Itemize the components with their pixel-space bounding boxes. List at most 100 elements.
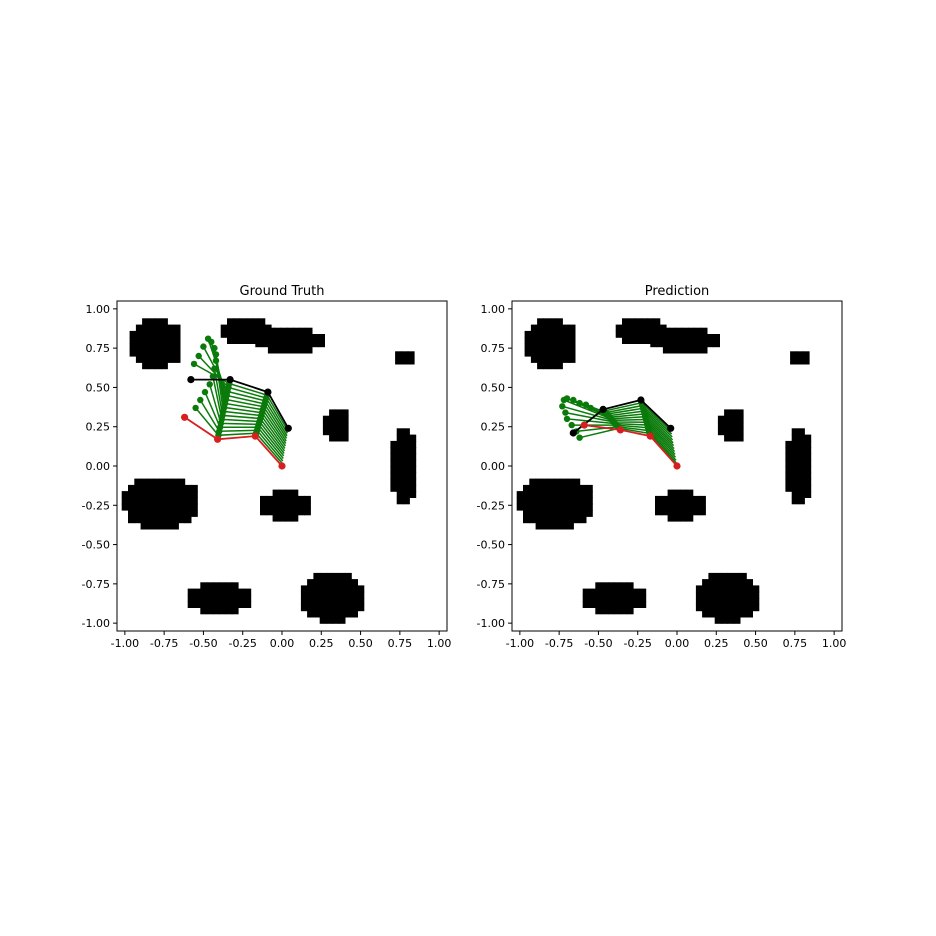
obstacle-cell	[153, 510, 160, 517]
obstacle-cell	[307, 604, 314, 612]
obstacle-cell	[524, 349, 532, 357]
obstacle-cell	[692, 508, 700, 516]
obstacle-cell	[700, 334, 708, 341]
obstacle-cell	[206, 607, 214, 615]
obstacle-cell	[688, 327, 695, 335]
obstacle-cell	[233, 337, 241, 344]
obstacle-cell	[736, 415, 744, 423]
obstacle-cell	[293, 334, 300, 341]
obstacle-cell	[140, 478, 148, 486]
obstacle-cell	[675, 346, 683, 354]
obstacle-cell	[300, 591, 308, 599]
start-joint	[214, 435, 222, 443]
obstacle-cell	[244, 601, 252, 608]
x-tick-label: 0.50	[348, 637, 373, 650]
obstacle-cell	[607, 588, 615, 596]
obstacle-cell	[172, 497, 179, 505]
obstacle-cell	[351, 604, 358, 612]
obstacle-cell	[351, 591, 358, 599]
obstacle-cell	[128, 497, 135, 505]
obstacle-cell	[708, 591, 716, 599]
obstacle-cell	[326, 604, 333, 612]
obstacle-cell	[190, 503, 198, 511]
obstacle-cell	[530, 330, 538, 338]
obstacle-cell	[548, 484, 555, 492]
obstacle-cell	[798, 434, 805, 442]
obstacle-cell	[165, 510, 173, 517]
obstacle-cell	[135, 343, 143, 351]
obstacle-cell	[662, 346, 670, 354]
obstacle-cell	[798, 472, 805, 480]
obstacle-cell	[601, 582, 609, 590]
obstacle-cell	[401, 357, 409, 365]
obstacle-cell	[318, 334, 325, 341]
obstacle-cell	[338, 579, 346, 586]
obstacle-cell	[297, 502, 305, 509]
obstacle-cell	[335, 422, 343, 429]
x-tick-label: 0.00	[270, 637, 295, 650]
obstacle-cell	[239, 337, 247, 344]
obstacle-cell	[733, 598, 741, 605]
obstacle-cell	[200, 588, 208, 596]
obstacle	[695, 572, 760, 624]
obstacle-cell	[556, 318, 563, 326]
obstacle-cell	[307, 591, 314, 599]
obstacle-cell	[153, 484, 160, 492]
obstacle-cell	[173, 324, 181, 332]
y-tick-label: 0.25	[481, 421, 506, 434]
obstacle-cell	[335, 415, 343, 423]
obstacle-cell	[739, 579, 747, 586]
obstacle-cell	[159, 516, 167, 524]
obstacle-cell	[258, 324, 266, 332]
obstacle-cell	[543, 318, 551, 326]
obstacle-cell	[305, 327, 313, 335]
obstacle-cell	[153, 503, 160, 511]
obstacle-cell	[573, 510, 581, 517]
obstacle-cell	[615, 330, 623, 338]
obstacle-cell	[332, 579, 340, 586]
obstacle-cell	[225, 582, 233, 590]
obstacle-cell	[344, 598, 352, 605]
intermediate-arm	[212, 376, 285, 454]
obstacle-cell	[140, 510, 148, 517]
obstacle-cell	[554, 510, 562, 517]
obstacle-cell	[278, 514, 286, 522]
obstacle-cell	[633, 594, 640, 602]
obstacle-cell	[626, 582, 634, 590]
obstacle-cell	[148, 343, 156, 351]
obstacle-cell	[727, 579, 735, 586]
obstacle-cell	[702, 604, 709, 612]
obstacle-cell	[548, 503, 555, 511]
obstacle-cell	[713, 334, 720, 341]
obstacle-cell	[252, 324, 259, 332]
obstacle-cell	[724, 434, 731, 442]
x-tick-label: 0.25	[309, 637, 334, 650]
obstacle-cell	[146, 503, 154, 511]
obstacle-cell	[403, 478, 410, 486]
obstacle-cell	[128, 516, 135, 524]
obstacle-cell	[135, 337, 143, 344]
obstacle-cell	[785, 484, 793, 492]
obstacle-cell	[516, 491, 524, 498]
obstacle-cell	[554, 484, 562, 492]
obstacle-cell	[556, 324, 563, 332]
obstacle-cell	[568, 356, 576, 363]
obstacle-cell	[556, 362, 563, 370]
obstacle-cell	[702, 585, 709, 593]
obstacle-cell	[626, 601, 634, 608]
obstacle-cell	[172, 484, 179, 492]
obstacle-cell	[548, 478, 555, 486]
obstacle-cell	[396, 472, 404, 480]
obstacle-cell	[702, 591, 709, 599]
obstacle-cell	[804, 440, 812, 448]
obstacle-cell	[153, 497, 160, 505]
obstacle-cell	[154, 337, 162, 344]
obstacle-cell	[567, 491, 574, 498]
obstacle-cell	[304, 495, 311, 503]
obstacle-cell	[409, 447, 417, 454]
obstacle-cell	[798, 478, 805, 486]
obstacle-cell	[146, 522, 154, 530]
obstacle-cell	[172, 510, 179, 517]
obstacle-cell	[714, 598, 722, 605]
obstacle-cell	[357, 585, 365, 593]
